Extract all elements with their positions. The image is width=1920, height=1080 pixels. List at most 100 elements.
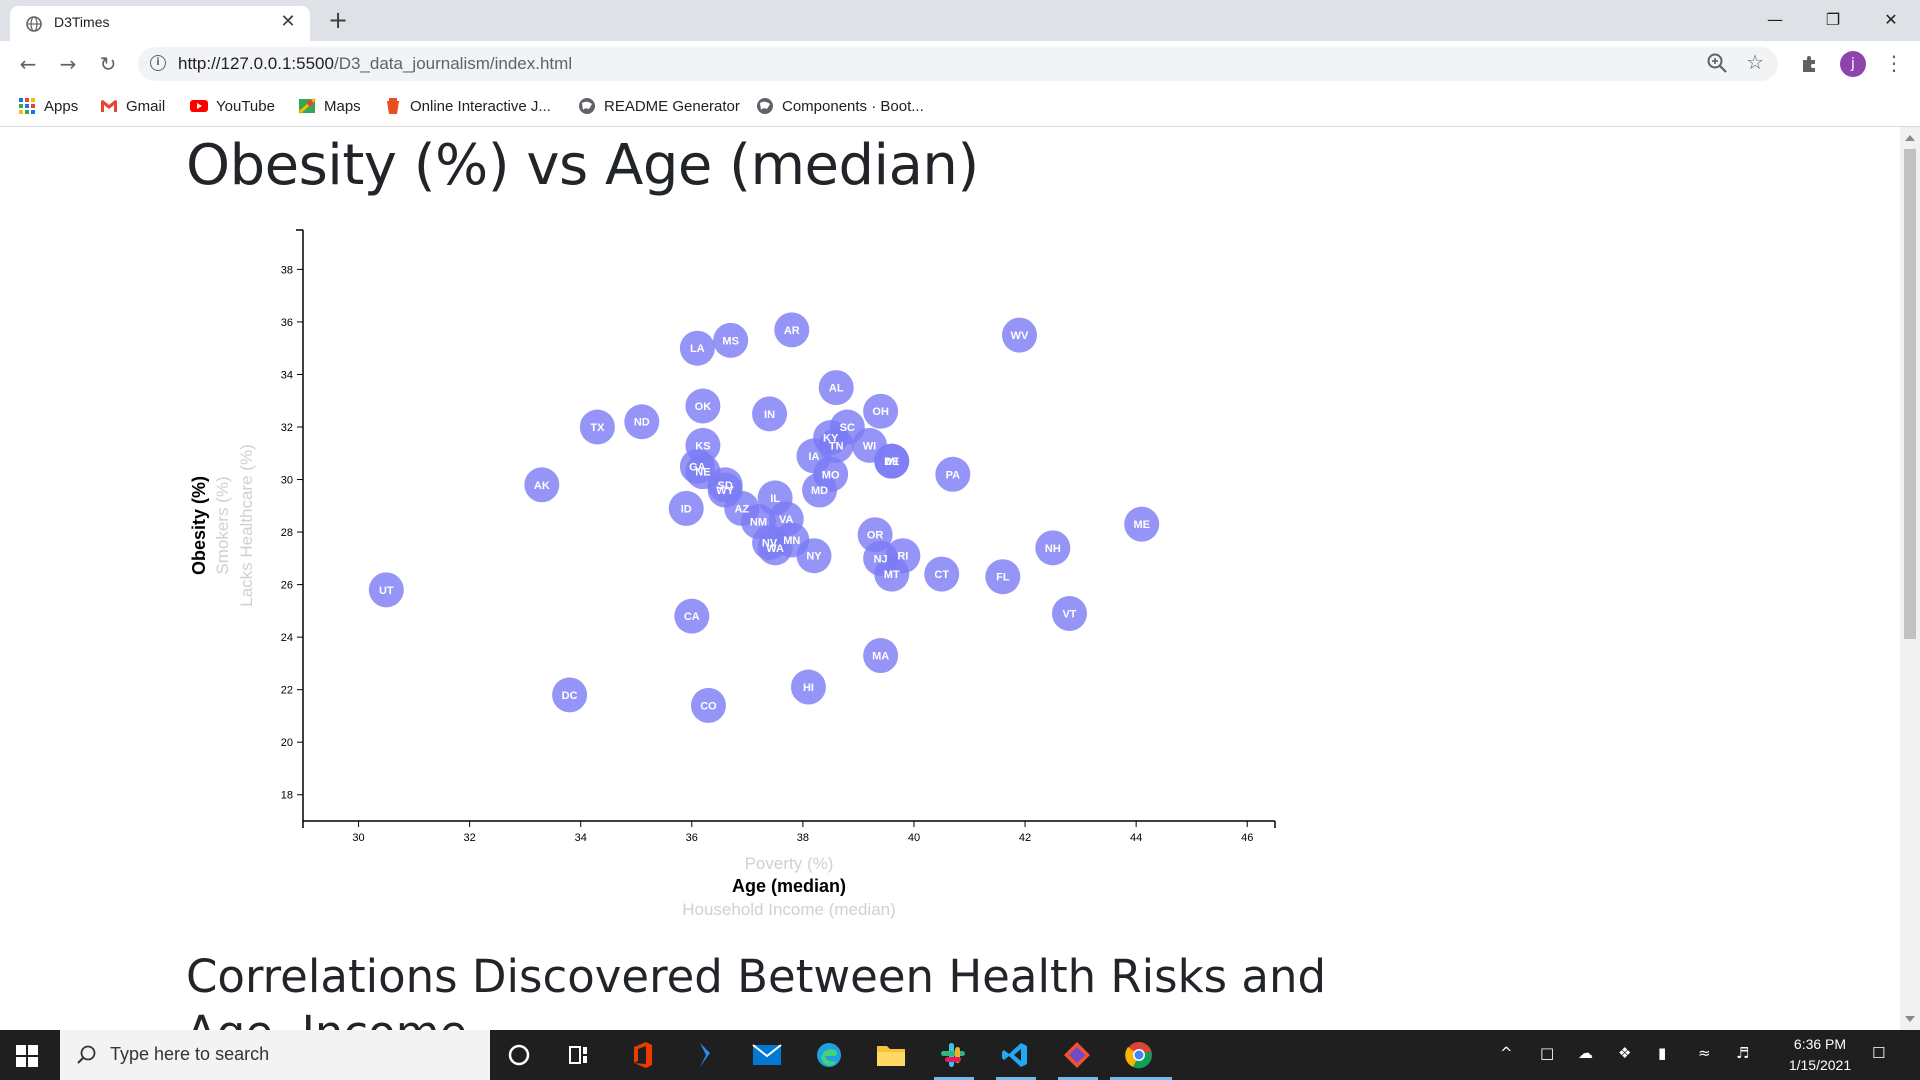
point-label: WA	[766, 543, 784, 555]
site-info-icon[interactable]: i	[150, 55, 166, 71]
bookmark-gmail[interactable]: Gmail	[100, 93, 165, 119]
point-label: ID	[681, 503, 692, 515]
back-arrow-icon[interactable]: ←	[19, 52, 37, 76]
scroll-down-arrow-icon[interactable]	[1905, 1016, 1915, 1022]
point-me[interactable]	[1124, 506, 1160, 542]
notifications-icon[interactable]: ☐	[1872, 1044, 1886, 1062]
new-tab-button[interactable]: +	[327, 6, 349, 34]
point-label: NV	[762, 538, 778, 550]
system-clock[interactable]: 6:36 PM 1/15/2021	[1770, 1034, 1870, 1076]
point-label: VT	[1062, 608, 1076, 620]
globe-icon	[26, 16, 42, 32]
slack-icon[interactable]	[936, 1038, 970, 1072]
point-dc[interactable]	[552, 677, 588, 713]
point-mi[interactable]	[874, 443, 910, 479]
close-tab-icon[interactable]: ✕	[280, 11, 296, 32]
point-label: MD	[811, 485, 828, 497]
mail-icon[interactable]	[750, 1038, 784, 1072]
cortana-icon[interactable]	[502, 1038, 536, 1072]
x-axis-label-age[interactable]: Age (median)	[732, 876, 846, 896]
chrome-icon[interactable]	[1122, 1038, 1156, 1072]
windows-start-icon[interactable]	[16, 1045, 38, 1067]
forward-arrow-icon[interactable]: →	[59, 52, 77, 76]
point-label: TN	[829, 440, 844, 452]
taskbar-search-box[interactable]: Type here to search	[60, 1030, 490, 1080]
profile-avatar[interactable]: j	[1840, 51, 1866, 77]
tab-strip: D3Times ✕ + — ❐ ✕	[0, 0, 1920, 41]
y-axis-label-healthcare[interactable]: Lacks Healthcare (%)	[237, 444, 256, 607]
url-text[interactable]: http://127.0.0.1:5500/D3_data_journalism…	[178, 54, 573, 73]
point-fl[interactable]	[985, 559, 1021, 595]
y-tick-label: 28	[281, 527, 293, 539]
point-ct[interactable]	[924, 556, 960, 592]
close-window-button[interactable]: ✕	[1884, 10, 1898, 29]
y-axis-label-smokers[interactable]: Smokers (%)	[213, 476, 232, 574]
point-ca[interactable]	[674, 598, 710, 634]
point-in[interactable]	[752, 396, 788, 432]
y-tick-label: 32	[281, 422, 293, 434]
y-axis-label-obesity[interactable]: Obesity (%)	[189, 476, 209, 575]
more-menu-icon[interactable]: ⋮	[1884, 51, 1904, 75]
bookmark-components-boot[interactable]: Components · Boot...	[756, 93, 924, 119]
bookmark-maps[interactable]: Maps	[298, 93, 361, 119]
point-id[interactable]	[668, 490, 704, 526]
power-automate-icon[interactable]	[688, 1038, 722, 1072]
x-axis-label-income[interactable]: Household Income (median)	[682, 900, 896, 919]
point-vt[interactable]	[1051, 595, 1087, 631]
battery-icon[interactable]: ▮	[1658, 1044, 1667, 1062]
browser-tab[interactable]: D3Times ✕	[10, 6, 310, 41]
point-wv[interactable]	[1002, 317, 1038, 353]
zoom-icon[interactable]	[1706, 52, 1728, 74]
bookmark-star-icon[interactable]: ☆	[1746, 50, 1764, 74]
point-nd[interactable]	[624, 404, 660, 440]
bookmark-youtube[interactable]: YouTube	[190, 93, 275, 119]
meet-now-icon[interactable]: □	[1540, 1044, 1555, 1062]
address-bar[interactable]: i http://127.0.0.1:5500/D3_data_journali…	[138, 47, 1778, 81]
point-al[interactable]	[818, 370, 854, 406]
point-label: VA	[779, 514, 794, 526]
x-axis-label-poverty[interactable]: Poverty (%)	[745, 854, 834, 873]
restore-button[interactable]: ❐	[1825, 10, 1841, 29]
point-ar[interactable]	[774, 312, 810, 348]
point-la[interactable]	[679, 330, 715, 366]
task-view-icon[interactable]	[562, 1038, 596, 1072]
onedrive-cloud-icon[interactable]: ☁	[1578, 1044, 1593, 1062]
point-ak[interactable]	[524, 467, 560, 503]
edge-icon[interactable]	[812, 1038, 846, 1072]
point-mt[interactable]	[874, 556, 910, 592]
dropbox-icon[interactable]: ❖	[1618, 1044, 1632, 1062]
git-kraken-icon[interactable]	[1060, 1038, 1094, 1072]
scroll-thumb[interactable]	[1904, 149, 1916, 639]
point-md[interactable]	[802, 472, 838, 508]
point-label: SC	[840, 422, 855, 434]
x-tick-label: 36	[686, 832, 698, 844]
vscode-icon[interactable]	[998, 1038, 1032, 1072]
point-tx[interactable]	[579, 409, 615, 445]
point-oh[interactable]	[863, 393, 899, 429]
volume-icon[interactable]: ♬	[1736, 1044, 1750, 1062]
point-ma[interactable]	[863, 638, 899, 674]
point-ok[interactable]	[685, 388, 721, 424]
bookmark-apps[interactable]: Apps	[18, 93, 78, 119]
point-pa[interactable]	[935, 456, 971, 492]
wifi-icon[interactable]: ≈	[1698, 1044, 1711, 1062]
office-icon[interactable]	[626, 1038, 660, 1072]
point-ny[interactable]	[796, 538, 832, 574]
minimize-button[interactable]: —	[1767, 10, 1783, 29]
page-scrollbar[interactable]	[1900, 127, 1920, 1030]
point-label: GA	[689, 461, 706, 473]
point-ut[interactable]	[368, 572, 404, 608]
bookmark-readme-generator[interactable]: README Generator	[578, 93, 740, 119]
extensions-puzzle-icon[interactable]	[1800, 54, 1820, 74]
bookmark-online-interactive[interactable]: Online Interactive J...	[384, 93, 551, 119]
page-title: Obesity (%) vs Age (median)	[186, 133, 979, 198]
scroll-up-arrow-icon[interactable]	[1905, 135, 1915, 141]
point-co[interactable]	[690, 687, 726, 723]
point-nh[interactable]	[1035, 530, 1071, 566]
point-hi[interactable]	[790, 669, 826, 705]
point-ms[interactable]	[713, 322, 749, 358]
tray-chevron-up-icon[interactable]: ^	[1500, 1044, 1513, 1062]
point-label: KS	[695, 440, 710, 452]
reload-icon[interactable]: ↻	[99, 52, 117, 76]
file-explorer-icon[interactable]	[874, 1038, 908, 1072]
